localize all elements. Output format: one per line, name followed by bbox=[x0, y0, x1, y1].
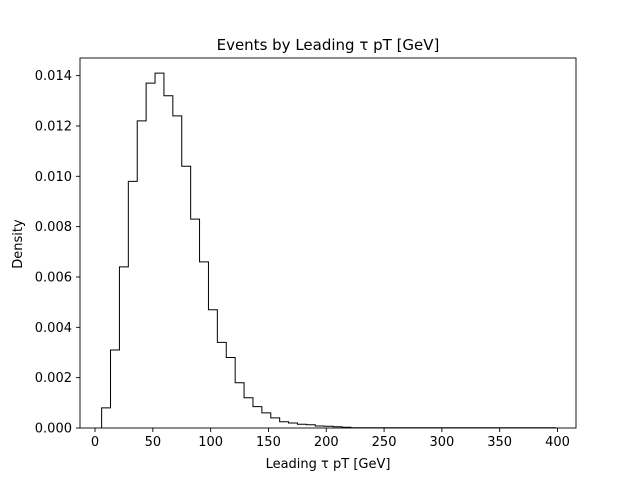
y-tick-label: 0.000 bbox=[35, 422, 72, 437]
x-tick-label: 400 bbox=[545, 435, 570, 450]
x-tick-label: 150 bbox=[256, 435, 281, 450]
y-tick-label: 0.006 bbox=[35, 270, 72, 285]
x-axis-title: Leading τ pT [GeV] bbox=[266, 457, 391, 472]
y-tick-label: 0.002 bbox=[35, 371, 72, 386]
x-axis-ticks: 0 50 100 150 200 250 300 350 400 bbox=[91, 428, 570, 450]
x-tick-label: 0 bbox=[91, 435, 99, 450]
x-tick-label: 200 bbox=[314, 435, 339, 450]
x-tick-label: 100 bbox=[198, 435, 223, 450]
y-tick-label: 0.014 bbox=[35, 69, 72, 84]
x-tick-label: 350 bbox=[487, 435, 512, 450]
y-tick-label: 0.010 bbox=[35, 170, 72, 185]
y-axis-ticks: 0.000 0.002 0.004 0.006 0.008 0.010 0.012 0.014 bbox=[35, 69, 80, 437]
x-tick-label: 300 bbox=[429, 435, 454, 450]
chart-title: Events by Leading τ pT [GeV] bbox=[217, 36, 440, 54]
y-tick-label: 0.012 bbox=[35, 119, 72, 134]
y-axis-title: Density bbox=[11, 219, 26, 269]
x-tick-label: 250 bbox=[372, 435, 397, 450]
plot-area-frame bbox=[79, 57, 577, 429]
y-tick-label: 0.008 bbox=[35, 220, 72, 235]
x-tick-label: 50 bbox=[145, 435, 162, 450]
y-tick-label: 0.004 bbox=[35, 321, 72, 336]
